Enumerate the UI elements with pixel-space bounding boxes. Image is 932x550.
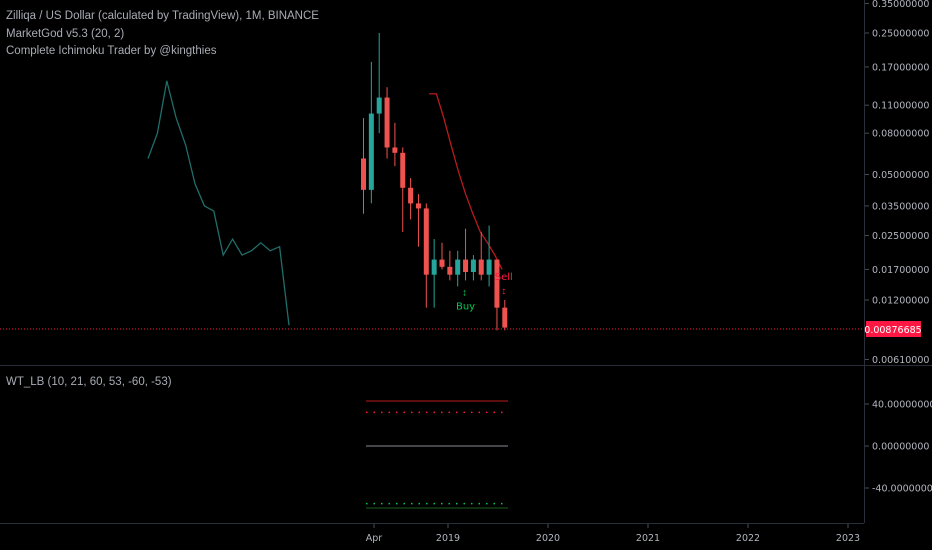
candle-body	[392, 147, 398, 153]
time-tick-label: 2019	[436, 533, 460, 544]
ichimoku-line	[147, 80, 290, 326]
candle-body	[478, 259, 484, 275]
price-tick-label: 0.05000000	[872, 170, 929, 181]
candle-body	[415, 203, 421, 209]
time-tick-label: 2023	[836, 533, 860, 544]
sell-arrow-icon: ↕	[501, 286, 506, 297]
price-tick-label: 0.00610000	[872, 355, 929, 366]
candle-body	[486, 259, 492, 275]
ichimoku-legend[interactable]: Complete Ichimoku Trader by @kingthies	[6, 45, 217, 57]
price-tick-label: 0.25000000	[872, 29, 929, 40]
oscillator-legend[interactable]: WT_LB (10, 21, 60, 53, -60, -53)	[6, 376, 172, 388]
sell-label: Sell	[495, 272, 513, 283]
ichimoku-series	[147, 80, 290, 326]
marketgod-legend[interactable]: MarketGod v5.3 (20, 2)	[6, 28, 125, 40]
candle-body	[400, 152, 406, 188]
price-tick-label: 0.11000000	[872, 101, 929, 112]
candle-body	[455, 259, 461, 275]
price-tick-label: 0.02500000	[872, 231, 929, 242]
axis-ticks: 0.35000000 0.25000000 0.17000000 0.11000000…	[366, 0, 932, 544]
band-line	[429, 93, 503, 270]
price-tick-label: 0.35000000	[872, 0, 929, 10]
candle-body	[470, 259, 476, 272]
candle-body	[376, 97, 382, 114]
current-price-value: 0.00876685	[864, 325, 921, 336]
current-price-badge	[866, 321, 921, 337]
buy-label: Buy	[456, 301, 475, 312]
candle-body	[423, 208, 429, 275]
symbol-legend[interactable]: Zilliqa / US Dollar (calculated by Tradi…	[6, 10, 319, 22]
time-tick-label: 2021	[636, 533, 660, 544]
candles	[361, 33, 508, 331]
price-tick-label: 0.01200000	[872, 296, 929, 307]
current-price: 0.00876685	[0, 321, 922, 337]
candle-body	[408, 187, 414, 204]
price-tick-label: 0.03500000	[872, 201, 929, 212]
candle-body	[431, 259, 437, 275]
candle-body	[502, 307, 508, 328]
candle-body	[447, 266, 453, 275]
candle-body	[439, 259, 445, 267]
candle-body	[368, 113, 374, 190]
time-axis[interactable]	[0, 524, 864, 550]
time-tick-label: 2022	[736, 533, 760, 544]
candle-body	[494, 259, 500, 308]
candle-body	[361, 158, 366, 190]
buy-arrow-icon: ↕	[462, 287, 467, 298]
osc-tick-label: 40.00000000	[872, 400, 932, 411]
candle-body	[463, 259, 469, 272]
band-series	[429, 93, 503, 270]
price-tick-label: 0.01700000	[872, 265, 929, 276]
osc-tick-label: -40.00000000	[872, 484, 932, 495]
time-tick-label: 2020	[536, 533, 560, 544]
price-tick-label: 0.17000000	[872, 62, 929, 73]
osc-tick-label: 0.00000000	[872, 442, 929, 453]
candle-body	[384, 97, 390, 148]
oscillator-pane	[366, 400, 508, 509]
price-tick-label: 0.08000000	[872, 129, 929, 140]
signals: ↕ Buy Sell ↕	[456, 272, 513, 312]
time-tick-label: Apr	[366, 533, 383, 544]
